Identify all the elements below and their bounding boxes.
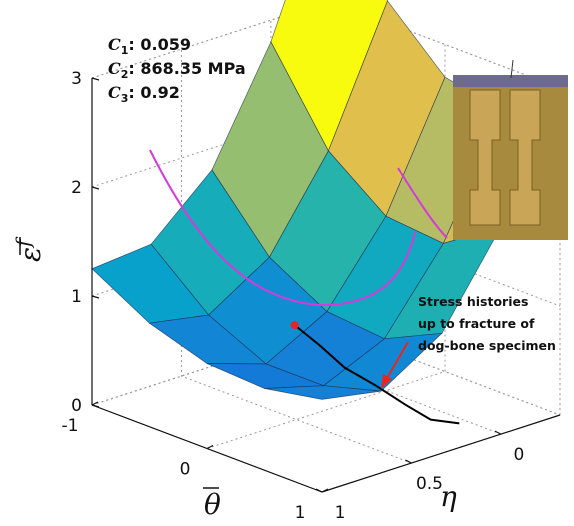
param-value: : 868.35 MPa	[128, 59, 245, 78]
param: C1: 0.059	[108, 35, 191, 57]
z-tick-label: 1	[71, 287, 82, 307]
photo-pointer	[510, 59, 514, 79]
eta-tick	[405, 459, 412, 464]
eta-tick-label: 0.5	[416, 474, 443, 494]
z-axis-label: εf	[11, 236, 47, 262]
grid-line	[206, 44, 446, 449]
annotation-arrowhead	[381, 374, 392, 389]
annotation-line: Stress histories	[418, 294, 528, 309]
specimen-photo	[453, 59, 568, 240]
z-tick	[91, 186, 100, 190]
annotation-line: dog-bone specimen	[418, 338, 556, 353]
eta-tick	[494, 430, 502, 435]
annotation: Stress histories up to fracture of dog-b…	[381, 294, 556, 389]
annotation-arrow	[385, 341, 409, 381]
z-tick-label: 0	[71, 396, 82, 416]
eta-axis	[321, 414, 561, 493]
dog-bone	[509, 89, 541, 226]
param: C3: 0.92	[108, 83, 180, 105]
eta-tick-label: 1	[335, 503, 346, 523]
theta-tick	[91, 401, 99, 406]
z-tick	[91, 295, 100, 299]
surface-patch	[264, 385, 382, 400]
z-tick	[91, 404, 100, 408]
param-symbol: C	[108, 59, 121, 78]
theta-tick	[321, 488, 329, 493]
annotation-line: up to fracture of	[418, 316, 535, 331]
theta-tick	[206, 444, 214, 450]
parameters: C1: 0.059 C2: 868.35 MPa C3: 0.92	[108, 35, 246, 105]
theta-tick-label: -1	[62, 416, 79, 436]
theta-tick-label: 1	[295, 503, 306, 523]
param-symbol: C	[108, 83, 121, 102]
param-value: : 0.059	[128, 35, 191, 54]
theta-tick-label: 0	[180, 460, 191, 480]
theta-axis-label: θ	[204, 488, 221, 521]
eta-tick-label: 0	[514, 445, 525, 465]
photo-top	[453, 75, 568, 87]
stress-path	[290, 321, 460, 425]
eta-tick	[315, 488, 323, 493]
param-subscript: 3	[121, 92, 129, 105]
eta-axis-label: η	[440, 480, 457, 513]
grid-line	[181, 49, 412, 464]
param-subscript: 2	[121, 68, 129, 81]
contour-line	[149, 149, 416, 307]
param-subscript: 1	[121, 44, 129, 57]
param-value: : 0.92	[128, 83, 179, 102]
dog-bone	[469, 89, 501, 226]
param: C2: 868.35 MPa	[108, 59, 246, 81]
z-tick-label: 2	[71, 178, 82, 198]
param-symbol: C	[108, 35, 121, 54]
stress-history	[294, 324, 460, 425]
z-tick	[91, 77, 100, 81]
contour-line	[397, 167, 448, 239]
z-label: ε	[14, 247, 47, 262]
z-tick-label: 3	[71, 69, 82, 89]
z-label-sup: f	[11, 236, 35, 249]
fracture-point	[290, 321, 299, 330]
